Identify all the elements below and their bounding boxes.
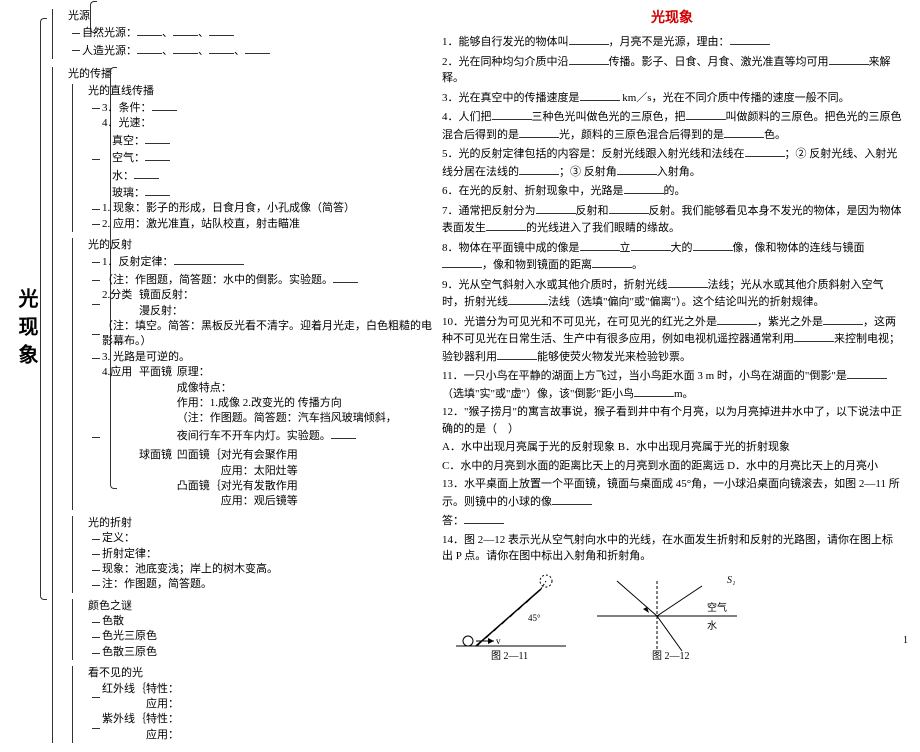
node-invisible: 看不见的光 红外线｛特性： 应用： 紫外线｛特性： 应用： — [72, 666, 432, 743]
svg-text:空气: 空气 — [707, 601, 727, 614]
svg-text:图 2—12: 图 2—12 — [652, 650, 690, 661]
question-line: 1．能够自行发光的物体叫，月亮不是光源，理由： — [442, 33, 902, 51]
node-propagation: 光的传播 光的直线传播 3．条件： 4．光速： 真空： 空气： 水： — [52, 67, 432, 743]
question-line: 8．物体在平面镜中成的像是立大的像，像和物体的连线与镜面，像和物到镜面的距离。 — [442, 239, 902, 274]
tree-diagram: 光现象 光源 自然光源：、、 人造光源：、、、 光的传播 光的直线传播 — [12, 8, 432, 744]
question-line: 12．"猴子捞月"的寓言故事说，猴子看到井中有个月亮，以为月亮掉进井水中了，以下… — [442, 404, 902, 437]
question-line: 13．水平桌面上放置一个平面镜，镜面与桌面成 45°角，一小球沿桌面向镜滚去，如… — [442, 476, 902, 510]
leaf-natural: 自然光源：、、 — [72, 24, 432, 41]
node-reflection: 光的反射 1．反射定律： （注：作图题，简答题：水中的倒影。实验题。 2.分类 … — [72, 238, 432, 510]
svg-text:S₁: S₁ — [727, 575, 735, 586]
svg-text:45°: 45° — [528, 613, 541, 623]
question-line: 11．一只小鸟在平静的湖面上方飞过，当小鸟距水面 3 m 时，小鸟在湖面的"倒影… — [442, 367, 902, 402]
root-label: 光现象 — [12, 288, 41, 372]
question-line: 答： — [442, 512, 902, 530]
question-line: 6．在光的反射、折射现象中，光路是的。 — [442, 182, 902, 200]
question-line: C．水中的月亮到水面的距离比天上的月亮到水面的距离远 D．水中的月亮比天上的月亮… — [442, 458, 902, 475]
svg-text:图 2—11: 图 2—11 — [491, 650, 528, 661]
node-light-source: 光源 自然光源：、、 人造光源：、、、 — [52, 9, 432, 59]
node-refraction: 光的折射 定义： 折射定律： 现象：池底变浅；岸上的树木变高。 注：作图题，简答… — [72, 516, 432, 593]
question-line: 4．人们把三种色光叫做色光的三原色，把叫做颜料的三原色。把色光的三原色混合后得到… — [442, 108, 902, 143]
question-line: 10．光谱分为可见光和不可见光，在可见光的红光之外是，紫光之外是，这两种不可见光… — [442, 313, 902, 366]
svg-text:水: 水 — [707, 620, 717, 632]
question-line: 3．光在真空中的传播速度是 km／s，光在不同介质中传播的速度一般不同。 — [442, 89, 902, 107]
page-title: 光现象 — [442, 8, 902, 29]
question-line: A．水中出现月亮属于光的反射现象 B．水中出现月亮属于光的折射现象 — [442, 439, 902, 456]
questions-panel: 光现象 1．能够自行发光的物体叫，月亮不是光源，理由： 2．光在同种均匀介质中沿传… — [442, 8, 902, 744]
node-color: 颜色之谜 色散 色光三原色 色散三原色 — [72, 599, 432, 661]
figure-2-12: 空气 水 S₁ 图 2—12 — [587, 571, 747, 661]
question-line: 9．光从空气斜射入水或其他介质时，折射光线法线；光从水或其他介质斜射入空气时，折… — [442, 276, 902, 311]
question-line: 5．光的反射定律包括的内容是：反射光线跟入射光线和法线在；② 反射光线、入射光线… — [442, 145, 902, 180]
svg-text:v: v — [496, 636, 501, 646]
question-line: 14．图 2—12 表示光从空气射向水中的光线，在水面发生折射和反射的光路图，请… — [442, 532, 902, 565]
question-line: 7．通常把反射分为反射和反射。我们能够看见本身不发光的物体，是因为物体表面发生的… — [442, 202, 902, 237]
node-straight: 光的直线传播 3．条件： 4．光速： 真空： 空气： 水： 玻璃： — [72, 84, 432, 233]
page-number: 1 — [903, 635, 908, 646]
question-line: 2．光在同种均匀介质中沿传播。影子、日食、月食、激光准直等均可用来解释。 — [442, 53, 902, 87]
leaf-artificial: 人造光源：、、、 — [72, 42, 432, 59]
figure-2-11: v 45° 图 2—11 — [446, 571, 576, 661]
